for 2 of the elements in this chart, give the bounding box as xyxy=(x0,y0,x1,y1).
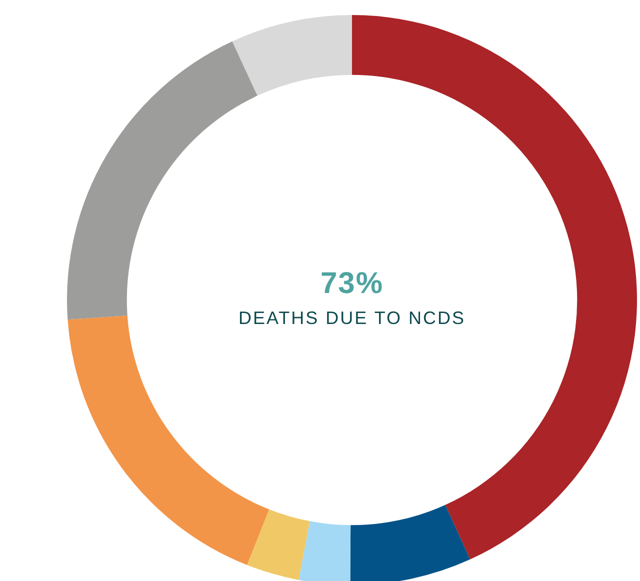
text: 73% xyxy=(319,266,385,302)
text: DEATHS DUE TO NCDS xyxy=(237,307,467,330)
